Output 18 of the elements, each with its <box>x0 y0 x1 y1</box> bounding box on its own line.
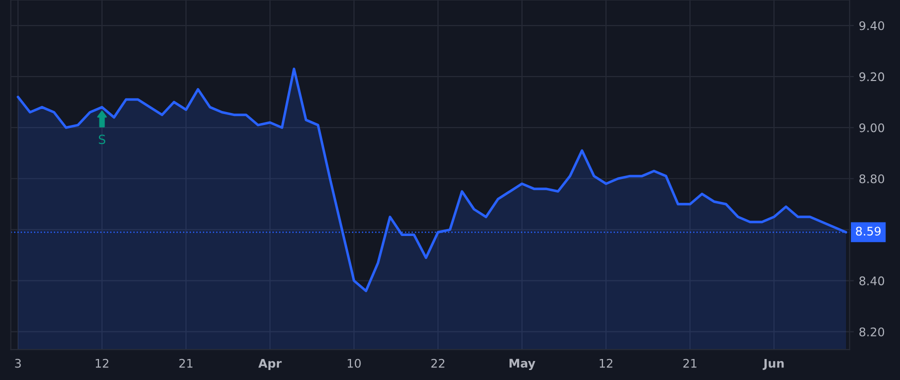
x-tick-label: 21 <box>683 358 696 368</box>
x-tick-label: 3 <box>15 358 21 368</box>
x-tick-label: 12 <box>96 358 108 368</box>
y-tick-label: 9.20 <box>859 72 884 82</box>
y-tick-label: 8.20 <box>859 327 884 336</box>
x-tick-label: 21 <box>179 358 192 368</box>
ref-line-label: 8.59 <box>856 226 881 236</box>
x-tick-label: 12 <box>600 358 612 368</box>
y-tick-label: 8.40 <box>859 276 884 286</box>
x-tick-label: May <box>510 358 536 370</box>
annotation: S <box>98 134 106 144</box>
y-tick-label: 9.40 <box>859 21 884 30</box>
x-tick-label: Jun <box>762 358 784 370</box>
x-tick-label: 10 <box>348 358 361 368</box>
y-tick-label: 9.00 <box>859 123 884 132</box>
x-tick-label: 22 <box>431 358 444 368</box>
y-tick-label: 8.80 <box>859 174 884 184</box>
x-tick-label: Apr <box>258 358 282 370</box>
